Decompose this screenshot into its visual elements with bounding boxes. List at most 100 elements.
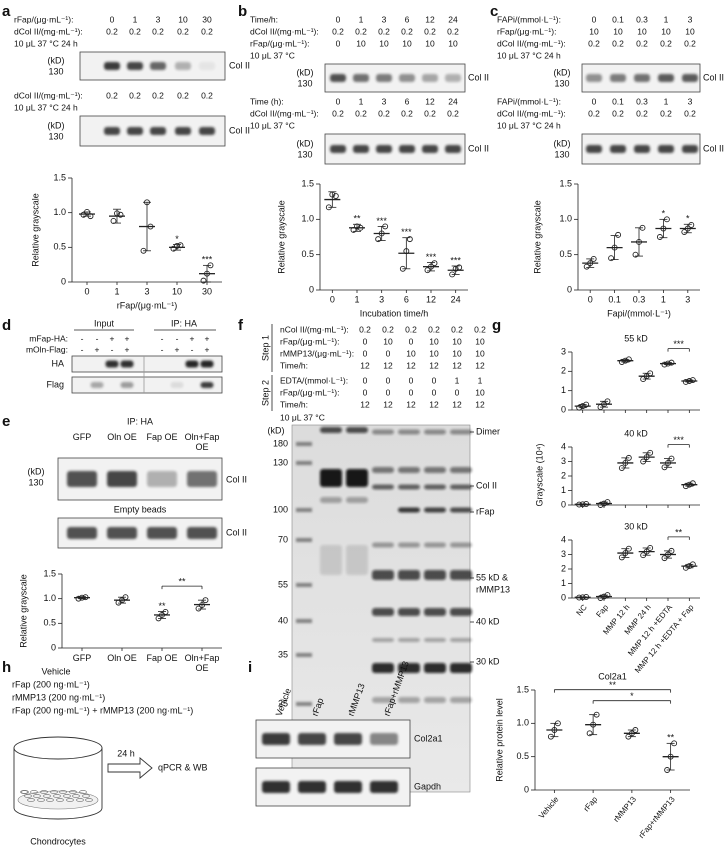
blot-band (634, 145, 650, 153)
condition-value: 0 (432, 375, 437, 385)
blot-band (150, 127, 166, 135)
gel-band (372, 484, 394, 490)
y-axis-label: Grayscale (10⁴) (534, 444, 544, 507)
x-tick-label: NC (574, 603, 588, 618)
data-point (110, 218, 117, 224)
readout: qPCR & WB (158, 762, 208, 772)
kd-label: (kD) (554, 138, 571, 148)
blot-band (147, 527, 177, 539)
gel-band (372, 429, 394, 435)
y-tick-label: 1 (561, 485, 566, 495)
panel-letter: b (238, 3, 247, 20)
gel-band (424, 663, 446, 673)
blot-band (104, 127, 120, 135)
data-point (583, 263, 590, 270)
condition-value: - (96, 333, 99, 343)
data-point (117, 211, 124, 218)
condition-value: 10 (475, 336, 485, 346)
condition-value: 0.2 (355, 26, 367, 36)
blot-label: Col II (229, 125, 250, 135)
condition-value: 0.2 (447, 108, 459, 118)
step-label: Step 2 (260, 380, 270, 406)
ladder-band (296, 583, 312, 587)
cell (59, 790, 67, 794)
treatment: Vehicle (41, 666, 70, 676)
condition-label: rFap/(μg·mL⁻¹): (280, 387, 339, 397)
marker-label: 130 (297, 78, 312, 88)
cell (21, 790, 29, 794)
condition-value: 10 (589, 26, 599, 36)
gel-band (372, 638, 394, 642)
y-tick-label: 0 (561, 404, 566, 414)
condition-label: FAPi/(mmol·L⁻¹): (497, 96, 561, 106)
band-label: 30 kD (476, 656, 500, 666)
dish-floor (17, 790, 99, 810)
gel-band (372, 542, 394, 548)
data-point (375, 236, 382, 243)
condition-value: 0 (336, 96, 341, 106)
gel-band (398, 484, 420, 490)
treatment: rFap (200 ng·mL⁻¹) + rMMP13 (200 ng·mL⁻¹… (12, 705, 193, 715)
arrow (107, 757, 153, 779)
gel-band (424, 429, 446, 435)
blot-band (334, 781, 362, 793)
gel-band (424, 484, 446, 490)
condition-value: 3 (688, 14, 693, 24)
condition-value: 0.2 (359, 324, 371, 334)
chart-title: 55 kD (624, 333, 648, 343)
condition-value: 0.2 (177, 26, 189, 36)
gel-band (424, 507, 446, 513)
significance: * (686, 214, 690, 224)
blot-frame (324, 63, 466, 93)
blot-band (187, 527, 217, 539)
blot-band (370, 733, 398, 745)
condition-value: 0.2 (129, 90, 141, 100)
significance: *** (202, 255, 213, 265)
marker-label: 25 (278, 698, 288, 708)
condition-value: 12 (360, 360, 370, 370)
gel-band (398, 507, 420, 513)
arrow-label: 24 h (117, 748, 135, 758)
y-tick-label: 1.5 (559, 178, 572, 188)
kd-label: (kD) (48, 120, 65, 130)
marker-label: 55 (278, 579, 288, 589)
ladder-band (296, 653, 312, 657)
condition-value: 12 (360, 399, 370, 409)
blot-band (399, 74, 415, 82)
condition-value: 0 (363, 387, 368, 397)
condition-value: + (190, 333, 195, 343)
y-tick-label: 0.5 (559, 249, 572, 259)
data-point (656, 234, 663, 240)
condition-value: 0 (363, 336, 368, 346)
data-point (431, 260, 438, 267)
blot-band (586, 74, 602, 82)
significance: *** (450, 255, 461, 265)
cell (72, 794, 80, 798)
cell (43, 794, 51, 798)
condition-value: 12 (475, 399, 485, 409)
condition-value: 3 (382, 14, 387, 24)
condition-value: 12 (425, 96, 435, 106)
gel-band (424, 638, 446, 642)
condition-value: 0.2 (152, 90, 164, 100)
condition-label: mOln-Flag: (26, 344, 68, 354)
condition-value: 10 (452, 336, 462, 346)
blot-band (200, 360, 214, 368)
condition-value: 0 (455, 387, 460, 397)
data-point (586, 730, 593, 737)
kd-label: (kD) (297, 67, 314, 77)
condition-value: 12 (406, 360, 416, 370)
y-tick-label: 0 (309, 284, 314, 294)
band-label: rMMP13 (476, 584, 510, 594)
condition-value: 10 (429, 336, 439, 346)
condition-label: rMMP13/(μg·mL⁻¹): (280, 348, 354, 358)
gel-band (424, 570, 446, 580)
marker-label: 70 (278, 534, 288, 544)
marker-label: 35 (278, 649, 288, 659)
condition-label: dCol II/(mg·mL⁻¹): (250, 108, 319, 118)
group-label: Input (94, 318, 115, 328)
condition-value: 10 (685, 26, 695, 36)
condition-value: 12 (383, 360, 393, 370)
condition-value: 3 (156, 14, 161, 24)
blot-band (658, 145, 674, 153)
